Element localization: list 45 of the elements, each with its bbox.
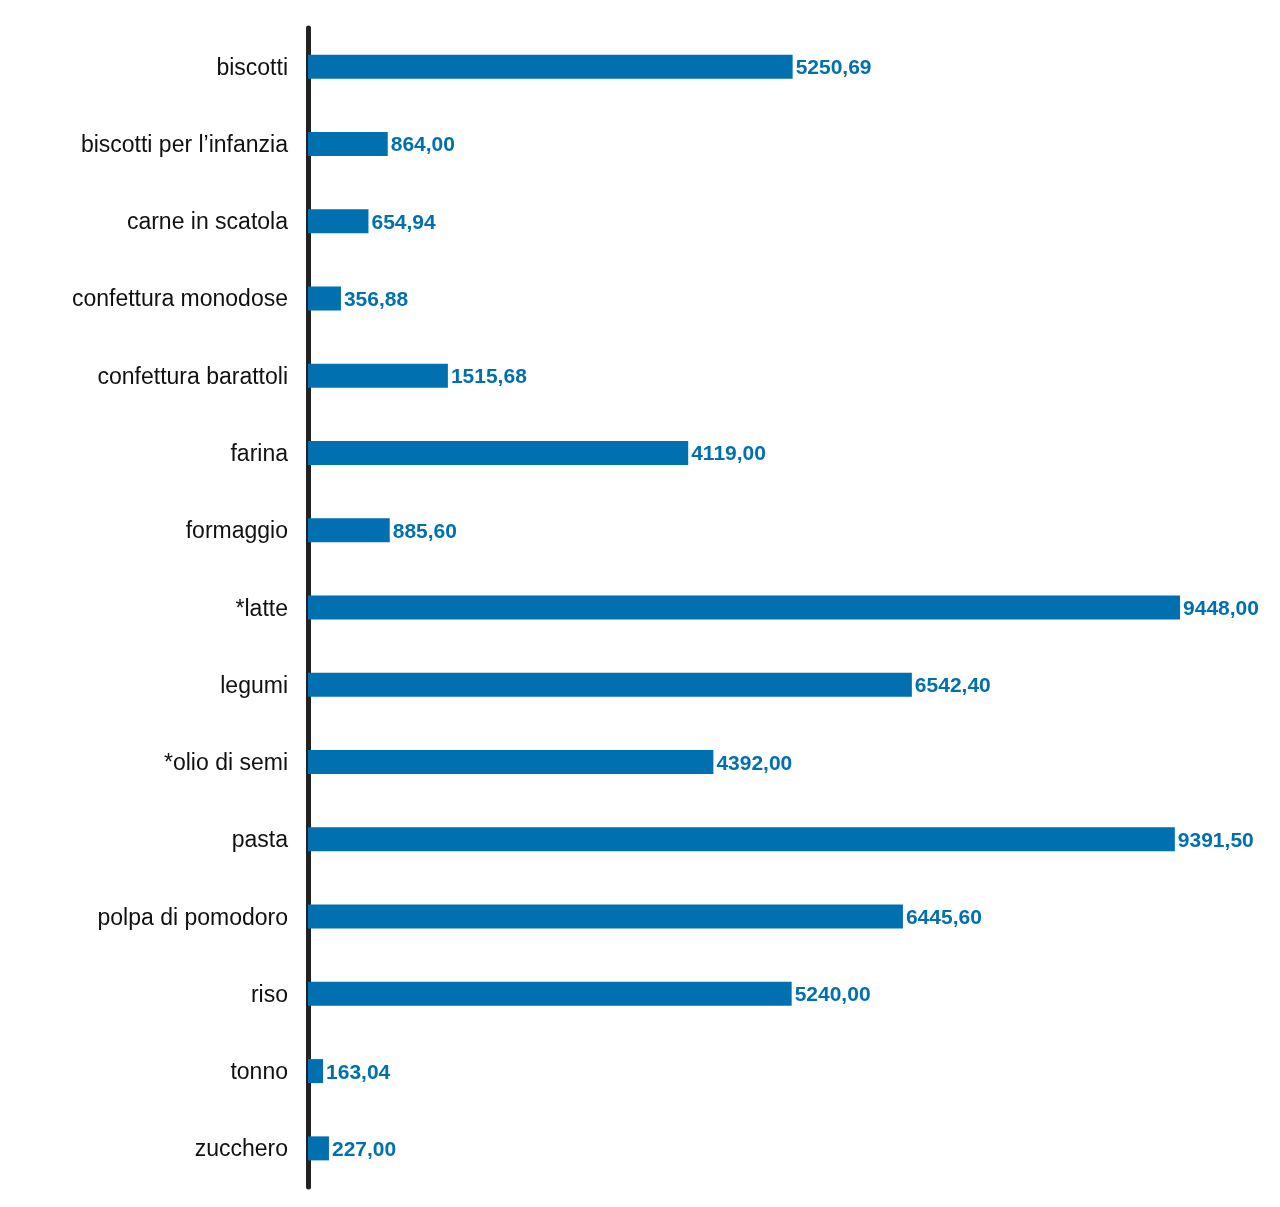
data-label: 885,60 (392, 518, 457, 542)
y-tick-label: formaggio (185, 517, 288, 544)
bar (308, 1059, 324, 1084)
bar (308, 209, 369, 234)
bar (308, 363, 448, 388)
data-label: 5240,00 (794, 982, 871, 1006)
y-tick-label: *olio di semi (164, 749, 288, 776)
data-label: 1515,68 (450, 364, 528, 388)
bar (308, 518, 390, 543)
data-label: 654,94 (371, 209, 436, 233)
y-tick-label: *latte (235, 594, 288, 621)
data-label: 4392,00 (716, 750, 793, 774)
bar (308, 1136, 329, 1161)
bar (308, 981, 792, 1006)
y-tick-label: pasta (231, 826, 289, 853)
bar (308, 440, 689, 465)
y-tick-label: legumi (220, 671, 288, 698)
bar (308, 904, 903, 929)
data-label: 9391,50 (1177, 827, 1254, 851)
bar (308, 54, 793, 79)
y-tick-label: polpa di pomodoro (97, 903, 288, 930)
y-tick-label: tonno (230, 1058, 288, 1085)
data-label: 9448,00 (1183, 596, 1259, 619)
y-tick-label: farina (230, 439, 289, 466)
data-label: 4119,00 (691, 441, 766, 465)
bar (308, 827, 1175, 852)
data-label: 163,04 (326, 1059, 391, 1083)
data-label: 5250,69 (795, 55, 872, 79)
y-tick-label: confettura monodose (71, 285, 288, 312)
data-label: 864,00 (390, 132, 455, 156)
y-tick-label: biscotti per l’infanzia (80, 130, 289, 157)
bar (308, 750, 714, 775)
y-tick-label: zucchero (194, 1135, 288, 1162)
y-tick-label: biscotti (216, 53, 288, 80)
y-tick-label: confettura barattoli (97, 362, 288, 389)
data-label: 6445,60 (905, 905, 982, 929)
data-label: 356,88 (343, 286, 409, 310)
bar (308, 595, 1181, 620)
bar (308, 672, 912, 697)
y-tick-label: carne in scatola (126, 208, 289, 235)
y-tick-label: riso (250, 980, 288, 1007)
data-label: 6542,40 (914, 673, 991, 697)
bar (308, 131, 388, 156)
bar (308, 286, 341, 311)
data-label: 227,00 (331, 1136, 397, 1160)
